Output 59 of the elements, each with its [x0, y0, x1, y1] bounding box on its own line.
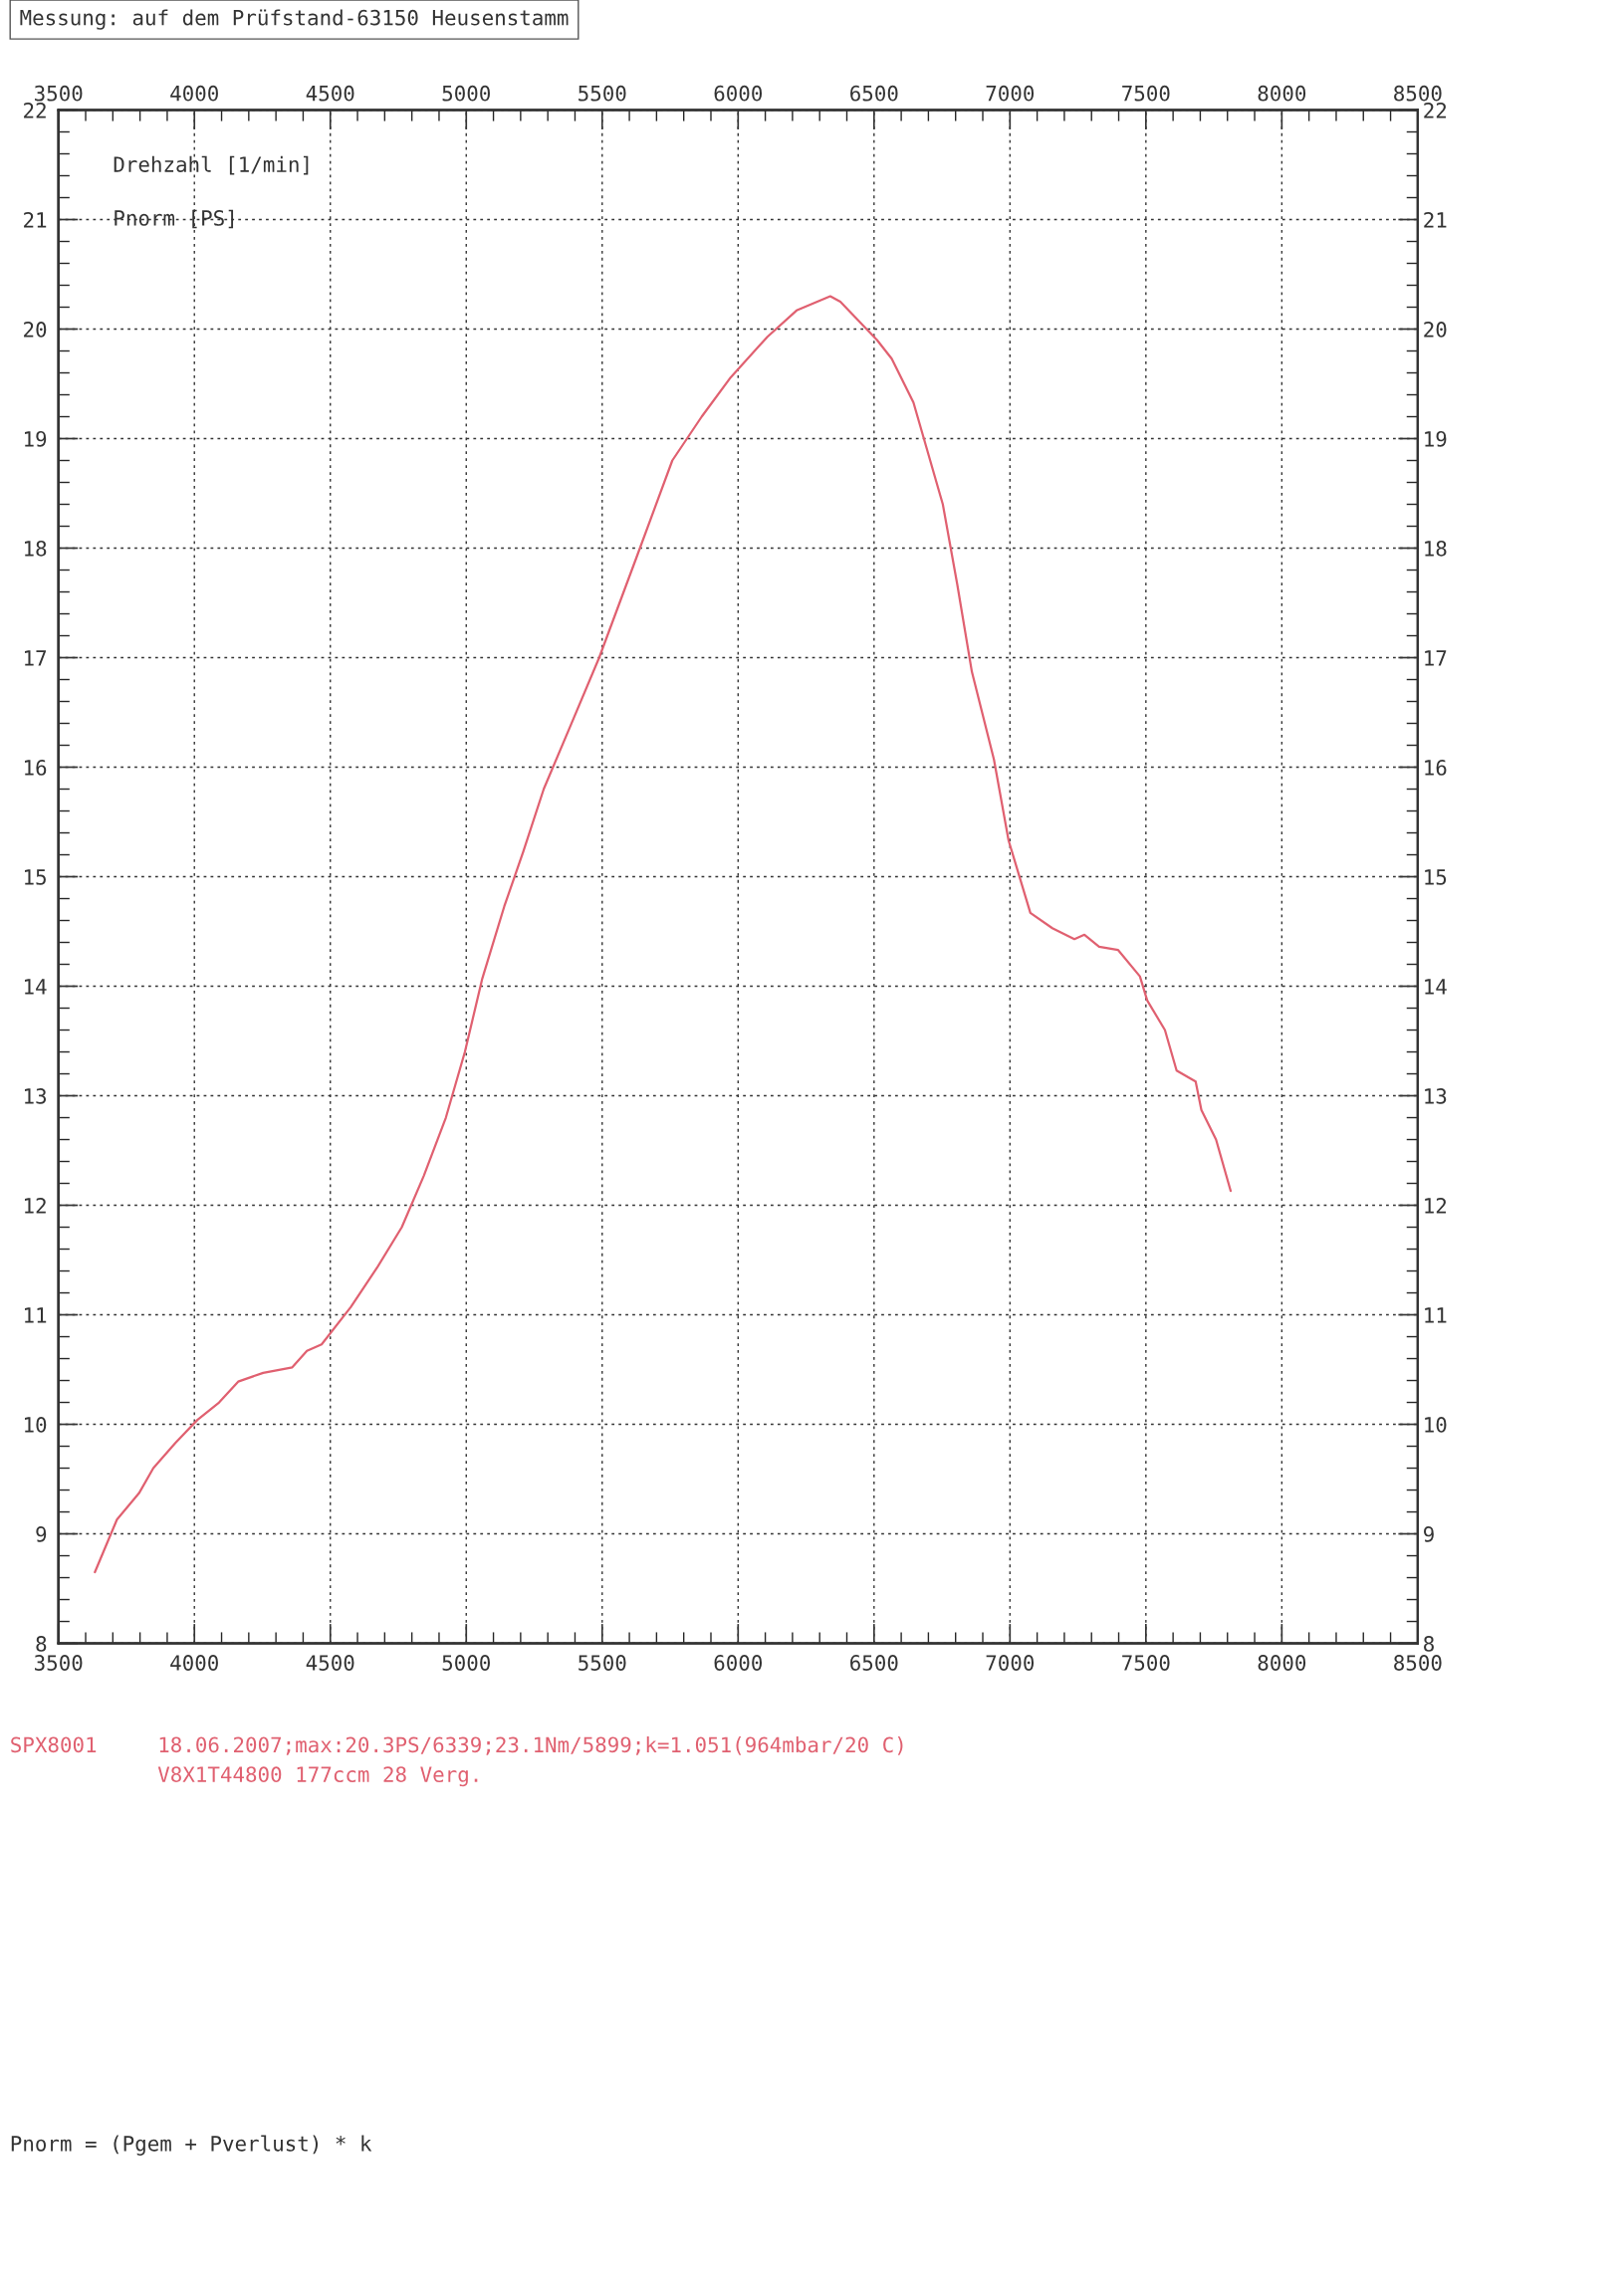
- y2-tick-label: 20: [1424, 322, 1447, 338]
- text: 18.06.2007;max:20.3PS/6339;23.1Nm/5899;k=1.051(964mbar/20 C): [159, 1736, 903, 1755]
- y-tick-label: 14: [25, 979, 47, 995]
- x2-tick-label: 4000: [170, 1655, 218, 1671]
- y2-tick-label: 15: [1425, 869, 1447, 885]
- x2-tick-label: 5000: [442, 1655, 490, 1671]
- x2-tick-label: 7000: [986, 1655, 1035, 1671]
- y-tick-label: 10: [25, 1417, 47, 1433]
- text: SPX8001: [11, 1736, 97, 1753]
- x2-tick-label: 8500: [1394, 1655, 1442, 1671]
- y2-tick-label: 22: [1424, 103, 1447, 118]
- x2-tick-label: 6500: [850, 1655, 898, 1671]
- x-tick-label: 4500: [306, 85, 354, 102]
- y2-tick-label: 18: [1425, 541, 1447, 557]
- x-tick-label: 6500: [850, 85, 898, 102]
- y-tick-label: 15: [25, 869, 46, 885]
- chart-title: Messung: auf dem Prüfstand-63150 Heusenstamm: [20, 9, 569, 30]
- y-tick-label: 9: [36, 1526, 47, 1542]
- x-tick-label: 8500: [1394, 85, 1442, 102]
- x-tick-label: 3500: [35, 85, 83, 102]
- y-tick-label: 19: [25, 431, 47, 447]
- text: Pnorm = (Pgem + Pverlust) * k: [11, 2135, 372, 2156]
- y2-tick-label: 17: [1425, 650, 1447, 666]
- x-axis-title: Drehzahl [1/min]: [114, 155, 309, 175]
- x2-tick-label: 3500: [35, 1655, 83, 1671]
- x2-tick-label: 4500: [306, 1655, 354, 1671]
- y2-tick-label: 21: [1424, 212, 1447, 228]
- x-tick-label: 4000: [170, 85, 218, 102]
- y2-tick-label: 10: [1425, 1417, 1447, 1433]
- y-tick-label: 16: [25, 760, 47, 776]
- y-tick-label: 21: [24, 212, 47, 228]
- y-tick-label: 18: [25, 541, 47, 557]
- y2-tick-label: 11: [1425, 1307, 1447, 1323]
- x2-tick-label: 8000: [1258, 1655, 1306, 1671]
- y2-tick-label: 14: [1425, 979, 1447, 995]
- x-tick-label: 5000: [442, 85, 490, 102]
- y-tick-label: 22: [24, 103, 46, 118]
- y2-tick-label: 12: [1425, 1198, 1447, 1214]
- x-tick-label: 7000: [986, 85, 1035, 102]
- x-tick-label: 5500: [579, 85, 626, 102]
- y-tick-label: 17: [25, 650, 47, 666]
- x2-tick-label: 6000: [714, 1655, 763, 1671]
- y-tick-label: 11: [25, 1307, 47, 1323]
- x-tick-label: 6000: [714, 85, 763, 102]
- y2-tick-label: 16: [1425, 760, 1447, 776]
- y2-tick-label: 19: [1425, 431, 1447, 447]
- y-tick-label: 13: [25, 1088, 47, 1104]
- x2-tick-label: 5500: [579, 1655, 626, 1671]
- y2-tick-label: 13: [1425, 1088, 1447, 1104]
- y2-tick-label: 9: [1424, 1526, 1434, 1542]
- text: V8X1T44800 177ccm 28 Verg.: [157, 1766, 478, 1787]
- x2-tick-label: 7500: [1122, 1655, 1170, 1671]
- x-tick-label: 8000: [1258, 85, 1306, 102]
- x-tick-label: 7500: [1122, 85, 1170, 102]
- y-tick-label: 20: [24, 322, 47, 338]
- y-axis-title: Pnorm [PS]: [115, 209, 234, 229]
- y-tick-label: 8: [36, 1636, 47, 1652]
- y-tick-label: 12: [25, 1198, 46, 1214]
- y2-tick-label: 8: [1424, 1636, 1434, 1652]
